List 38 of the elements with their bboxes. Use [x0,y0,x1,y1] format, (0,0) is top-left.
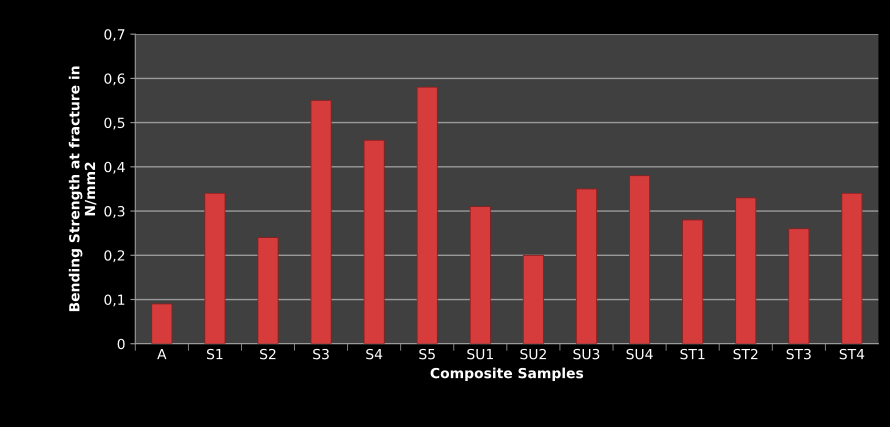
bar [522,254,544,344]
bar [788,228,810,344]
y-tick-label: 0,5 [104,118,124,130]
x-tick-label: S2 [260,348,276,360]
y-tick-label: 0,2 [104,250,124,262]
x-tick-label: SU1 [467,348,493,360]
bar [310,100,332,344]
x-tick-label: S3 [313,348,329,360]
bar [682,219,704,344]
y-axis-title: Bending Strength at fracture in N/mm2 [68,66,96,312]
x-tick-label: S5 [419,348,435,360]
x-tick-label: S1 [206,348,222,360]
bar [257,237,278,344]
bar [470,206,491,344]
y-tick-label: 0,6 [104,73,125,86]
x-axis-title: Composite Samples [430,368,584,382]
bar [204,192,226,344]
y-tick-label: 0,4 [104,162,125,174]
bar [364,140,385,344]
x-tick-label: ST2 [734,348,758,360]
y-tick-label: 0,1 [104,294,124,306]
y-tick-label: 0 [118,338,125,350]
y-tick-label: 0,3 [104,206,124,218]
bar [629,175,650,344]
bar [841,192,862,344]
bar [576,188,597,344]
bar [151,304,172,344]
x-tick-label: A [157,349,166,360]
y-tick-label: 0,7 [104,29,124,42]
x-tick-label: ST3 [786,348,811,360]
x-tick-label: SU4 [626,348,653,360]
x-tick-label: S4 [366,348,382,360]
x-tick-label: ST1 [680,348,704,360]
x-tick-label: SU2 [520,348,546,360]
x-tick-label: ST4 [840,348,864,360]
bar [735,197,756,344]
x-tick-label: SU3 [573,348,600,360]
bar [416,86,438,344]
